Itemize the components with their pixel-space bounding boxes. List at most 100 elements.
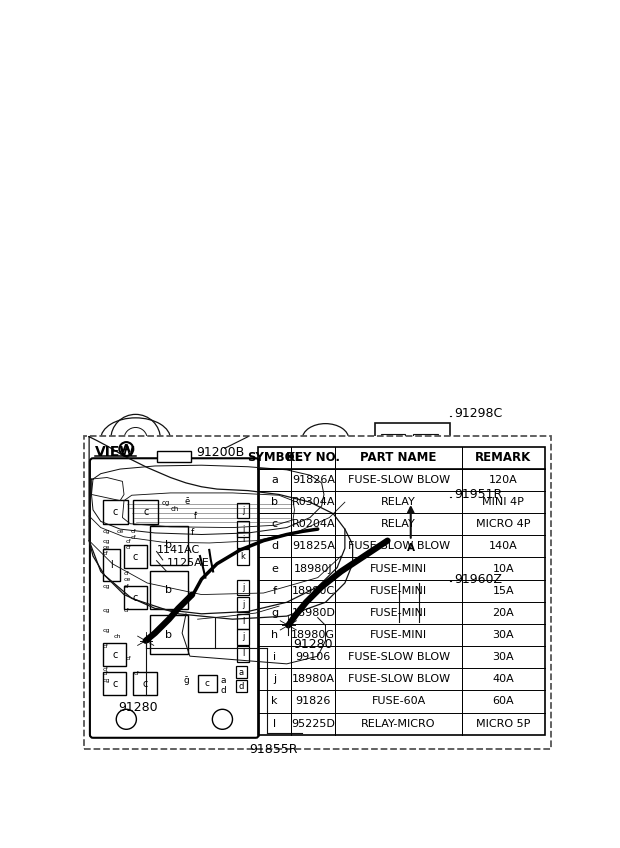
Text: 91826: 91826 [296, 696, 331, 706]
Text: MINI 4P: MINI 4P [482, 497, 524, 507]
Bar [149, 616, 188, 654]
Text: cf: cf [124, 608, 130, 613]
Polygon shape [177, 593, 198, 610]
Bar [410, 505, 423, 515]
Text: FUSE-MINI: FUSE-MINI [370, 630, 427, 640]
Text: 91200B: 91200B [196, 446, 244, 459]
Text: l: l [242, 650, 244, 658]
Bar [103, 550, 120, 582]
Text: KEY NO.: KEY NO. [286, 451, 340, 465]
Bar [450, 611, 456, 619]
Bar [198, 675, 217, 692]
Text: cf: cf [124, 572, 130, 577]
Text: 18980J: 18980J [294, 564, 332, 573]
Bar [103, 672, 126, 695]
Text: c: c [143, 507, 148, 517]
Bar [428, 475, 440, 483]
Text: cf: cf [130, 535, 136, 540]
Text: cf: cf [133, 672, 139, 677]
Bar [237, 629, 249, 644]
Text: b: b [166, 585, 172, 595]
Text: j: j [242, 633, 244, 641]
Text: MICRO 4P: MICRO 4P [476, 519, 531, 529]
Text: ce: ce [124, 577, 131, 583]
Text: RELAY-MICRO: RELAY-MICRO [361, 718, 436, 728]
Bar [237, 580, 249, 595]
Text: c: c [272, 519, 278, 529]
Text: ḡ: ḡ [183, 676, 189, 684]
Text: a: a [221, 676, 226, 684]
Text: 10A: 10A [492, 564, 514, 573]
Text: 99106: 99106 [296, 652, 331, 662]
Text: c: c [142, 679, 148, 689]
Bar [237, 646, 249, 661]
Bar [237, 503, 249, 518]
Text: d: d [221, 686, 227, 695]
Text: VIEW: VIEW [94, 445, 135, 459]
Bar [376, 532, 389, 541]
Bar [376, 518, 389, 527]
Text: c: c [112, 650, 117, 660]
Text: 91826A: 91826A [292, 475, 335, 485]
Text: c: c [133, 593, 138, 603]
Text: 18980A: 18980A [292, 674, 335, 684]
Bar [393, 518, 406, 527]
Text: MICRO 5P: MICRO 5P [476, 718, 531, 728]
Bar [381, 433, 405, 449]
Text: 1125AE: 1125AE [167, 558, 210, 567]
Text: c: c [112, 679, 117, 689]
Bar [103, 499, 128, 525]
Bar [236, 667, 247, 678]
Text: cg: cg [103, 628, 110, 633]
Bar [258, 447, 545, 734]
Text: j: j [242, 583, 244, 592]
Text: cg: cg [103, 539, 110, 544]
Bar [149, 526, 188, 565]
Text: 1141AC: 1141AC [157, 545, 201, 555]
Text: 40A: 40A [492, 674, 514, 684]
Text: cg: cg [103, 608, 110, 613]
Text: l: l [110, 561, 113, 571]
Text: FUSE-MINI: FUSE-MINI [370, 564, 427, 573]
Text: k: k [241, 552, 246, 561]
Bar [427, 518, 440, 527]
Text: cf: cf [125, 656, 131, 661]
Bar [124, 545, 148, 568]
Text: 30A: 30A [492, 630, 514, 640]
Text: ce: ce [103, 545, 110, 550]
FancyBboxPatch shape [90, 458, 259, 738]
Text: j: j [273, 674, 276, 684]
Text: j: j [242, 600, 244, 609]
Text: c: c [113, 507, 118, 517]
Text: f: f [190, 527, 194, 537]
Text: 20A: 20A [492, 608, 514, 618]
Text: 30A: 30A [492, 652, 514, 662]
FancyBboxPatch shape [379, 578, 450, 626]
Bar [410, 532, 423, 541]
FancyBboxPatch shape [375, 423, 450, 474]
Text: cg: cg [103, 529, 110, 534]
Text: ch: ch [170, 506, 179, 512]
Text: a: a [239, 668, 244, 677]
Text: d: d [239, 682, 244, 690]
Text: 91280: 91280 [293, 639, 332, 651]
Text: cg: cg [161, 500, 169, 506]
Text: ē: ē [185, 497, 190, 506]
Text: cf: cf [130, 529, 136, 534]
Bar [237, 550, 249, 565]
Text: j: j [242, 506, 244, 515]
FancyBboxPatch shape [157, 451, 192, 462]
Bar [103, 643, 126, 667]
Text: cf: cf [103, 667, 108, 672]
Text: FUSE-SLOW BLOW: FUSE-SLOW BLOW [348, 475, 450, 485]
Text: e: e [271, 564, 278, 573]
Bar [237, 522, 249, 537]
Bar [133, 672, 156, 695]
Text: i: i [242, 535, 244, 544]
Text: 91951R: 91951R [454, 488, 502, 501]
Bar [133, 499, 158, 525]
Text: SYMBOL: SYMBOL [247, 451, 302, 465]
Text: 60A: 60A [492, 696, 514, 706]
Text: 91298C: 91298C [454, 407, 502, 420]
Bar [393, 505, 406, 515]
